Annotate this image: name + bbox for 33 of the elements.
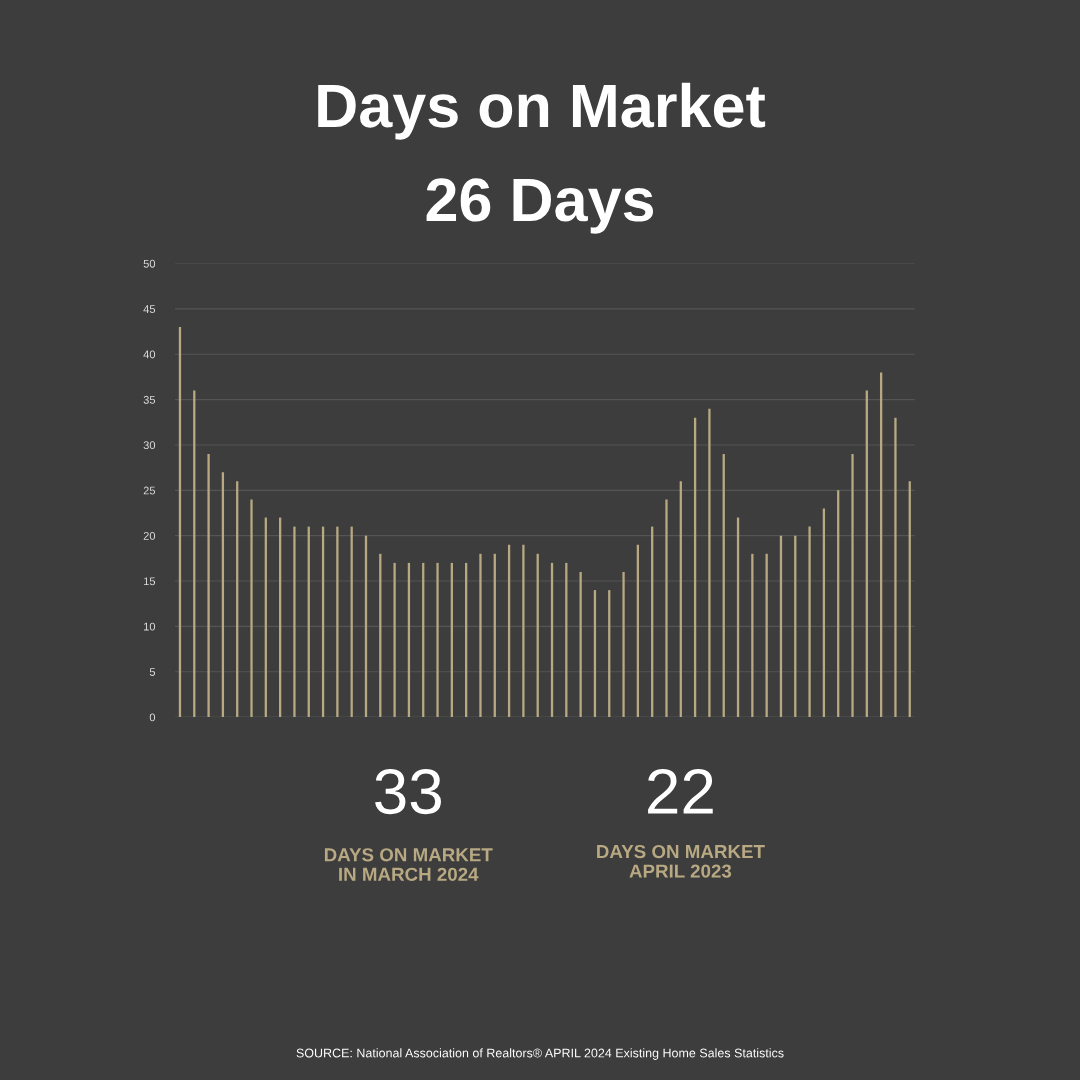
y-tick-label: 40 (143, 350, 156, 359)
y-tick-label: 10 (144, 622, 156, 631)
text: DAYS ON MARKET IN MARCH 2024 (324, 848, 493, 881)
bar (336, 526, 339, 718)
y-tick-label: 35 (143, 395, 156, 404)
y-tick-label: 0 (149, 713, 156, 722)
bar (207, 454, 210, 718)
y-tick-label: 50 (143, 259, 156, 268)
bar (708, 408, 711, 718)
bar (293, 526, 296, 718)
bar (522, 544, 525, 718)
source-note: SOURCE: National Association of Realtors® APRIL 2024 Existing Home Sales Statistics (296, 1048, 784, 1060)
bar (665, 499, 668, 718)
y-tick-label: 20 (143, 531, 156, 540)
bar (851, 454, 854, 718)
bar (479, 553, 482, 718)
chart-title: Days on Market (318, 82, 766, 140)
text: 33 (375, 768, 441, 815)
bar (250, 499, 253, 718)
chart-subtitle: 26 Days (426, 178, 654, 234)
bar (579, 571, 582, 718)
y-tick-label: 15 (144, 577, 156, 586)
bar (808, 526, 811, 718)
y-tick-label: 30 (143, 441, 156, 450)
bar (393, 562, 396, 718)
bar (622, 571, 625, 718)
text: 22 (648, 768, 713, 814)
y-tick-label: 25 (143, 486, 156, 495)
text: DAYS ON MARKET APRIL 2023 (597, 844, 765, 878)
y-tick-label: 45 (143, 305, 156, 314)
bar (894, 417, 897, 718)
y-tick-label: 5 (149, 668, 156, 676)
bar (436, 562, 439, 718)
